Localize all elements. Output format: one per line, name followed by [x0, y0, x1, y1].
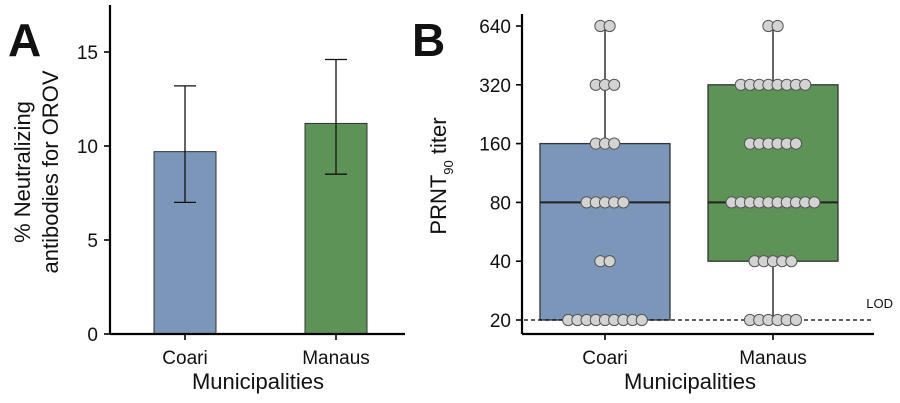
a-error-bars: [174, 58, 347, 204]
b-x-ticks: Coari Manaus: [582, 334, 807, 369]
b-y-tick-label: 320: [479, 76, 511, 97]
b-point: [635, 313, 648, 327]
b-y-title-tail: titer: [426, 117, 451, 160]
a-x-tick-label: Manaus: [302, 348, 370, 369]
b-point: [617, 196, 630, 209]
a-y-tick-label: 15: [77, 43, 98, 64]
b-x-tick-label: Coari: [582, 348, 627, 369]
lod-label: LOD: [866, 296, 893, 311]
a-y-tick-label: 5: [87, 231, 98, 252]
panel-b: B LOD 20 40 80 160 320 640 Coari Manaus Munici…: [412, 14, 893, 394]
panel-label-b: B: [412, 14, 445, 66]
a-bars: [153, 122, 368, 335]
a-y-tick-label: 10: [77, 137, 98, 158]
b-box-manaus: [707, 84, 839, 262]
b-point: [603, 19, 616, 33]
b-point: [799, 78, 812, 91]
b-x-tick-label: Manaus: [739, 348, 807, 369]
b-point: [785, 255, 798, 268]
a-y-axis-title-line2: antibodies for OROV: [38, 70, 63, 273]
panel-a: A 0 5 10 15 Coari Manaus Municipalities % Ne…: [8, 5, 405, 394]
b-y-axis-title: PRNT90 titer: [426, 117, 456, 234]
a-x-axis-title: Municipalities: [192, 369, 324, 394]
b-point: [789, 313, 803, 327]
a-x-ticks: Coari Manaus: [162, 334, 370, 369]
b-points: [562, 19, 821, 327]
b-y-tick-label: 40: [490, 252, 511, 273]
b-y-tick-label: 20: [490, 311, 511, 332]
b-point: [771, 19, 784, 33]
b-point: [789, 137, 803, 150]
b-y-tick-label: 160: [479, 135, 511, 156]
b-y-title-sub: 90: [441, 160, 456, 174]
panel-label-a: A: [8, 14, 41, 66]
b-point: [603, 255, 616, 268]
a-y-axis-title-line1: % Neutralizing: [10, 101, 35, 243]
a-y-axis-title: % Neutralizing antibodies for OROV: [10, 70, 63, 273]
b-y-ticks: 20 40 80 160 320 640: [479, 17, 522, 332]
b-y-tick-label: 80: [490, 193, 511, 214]
b-point: [808, 196, 821, 209]
a-y-tick-label: 0: [87, 325, 98, 346]
b-y-title-main: PRNT: [426, 175, 451, 235]
b-point: [608, 78, 621, 91]
b-y-tick-label: 640: [479, 17, 511, 38]
a-x-tick-label: Coari: [162, 348, 207, 369]
b-x-axis-title: Municipalities: [624, 369, 756, 394]
b-box-coari: [539, 142, 671, 321]
b-point: [608, 137, 621, 150]
a-y-ticks: 0 5 10 15: [77, 43, 110, 346]
b-boxes: [539, 26, 839, 321]
